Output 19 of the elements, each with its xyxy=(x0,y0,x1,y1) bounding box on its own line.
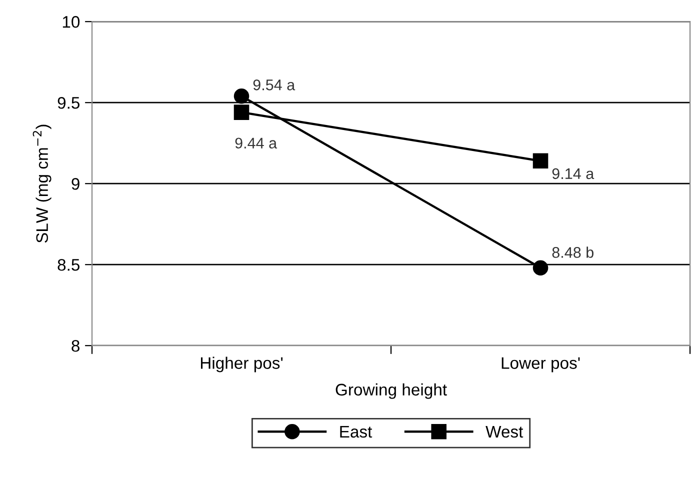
y-tick-label: 8 xyxy=(72,340,80,352)
x-tick-label: Higher pos' xyxy=(200,356,283,372)
point xyxy=(234,104,250,120)
x-tick-label: Lower pos' xyxy=(502,357,580,372)
legend-label: East xyxy=(340,426,372,438)
data-label: 9.44 a xyxy=(235,138,278,149)
legend-label: West xyxy=(486,426,524,438)
y-tick-label: 9.5 xyxy=(58,97,80,109)
y-tick-label: 10 xyxy=(62,16,80,28)
data-label: 9.54 a xyxy=(253,80,296,90)
point xyxy=(532,153,548,169)
point xyxy=(532,260,548,276)
point xyxy=(234,88,250,104)
x-axis-title: Growing height xyxy=(336,383,447,399)
y-axis-title: SLW (mg cm$^{−2}$) xyxy=(32,124,52,243)
data-label: 9.14 a xyxy=(552,168,594,180)
y-tick-label: 9 xyxy=(72,178,80,190)
y-tick-label: 8.5 xyxy=(58,259,80,271)
data-label: 8.48 b xyxy=(552,246,594,258)
